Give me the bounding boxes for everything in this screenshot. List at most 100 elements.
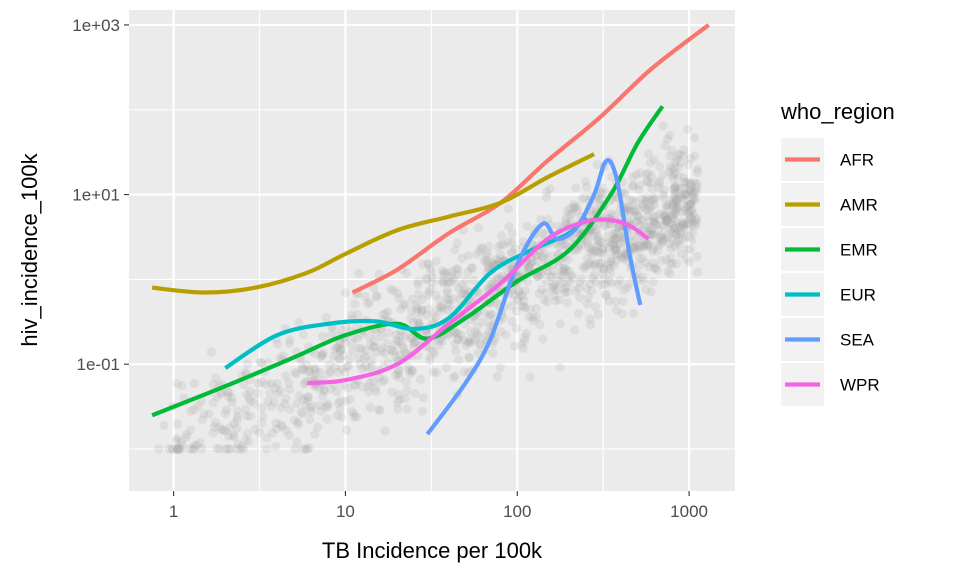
scatter-point: [374, 373, 384, 383]
scatter-point: [663, 229, 673, 239]
scatter-point: [606, 278, 617, 288]
scatter-point: [679, 184, 689, 194]
scatter-point: [408, 317, 418, 328]
scatter-point: [538, 252, 548, 262]
scatter-point: [637, 217, 647, 227]
scatter-point: [371, 292, 382, 302]
scatter-point: [665, 269, 675, 279]
scatter-point: [668, 196, 678, 206]
scatter-point: [662, 233, 672, 243]
scatter-point: [664, 239, 674, 249]
scatter-point: [667, 210, 677, 220]
scatter-point: [680, 194, 691, 204]
scatter-point: [491, 275, 501, 285]
scatter-point: [560, 288, 570, 298]
scatter-point: [347, 346, 358, 356]
scatter-point: [463, 250, 473, 261]
scatter-point: [568, 272, 578, 282]
scatter-point: [245, 411, 255, 421]
scatter-point: [654, 183, 664, 193]
scatter-point: [615, 238, 625, 249]
scatter-point: [598, 244, 608, 254]
scatter-point: [306, 407, 316, 417]
scatter-point: [622, 283, 632, 293]
scatter-point: [412, 303, 422, 313]
scatter-point: [338, 350, 348, 360]
scatter-point: [383, 307, 393, 317]
scatter-point: [223, 444, 233, 454]
scatter-point: [597, 269, 607, 279]
scatter-point: [448, 373, 459, 383]
scatter-point: [172, 433, 183, 443]
scatter-point: [597, 280, 607, 290]
scatter-point: [444, 295, 454, 305]
scatter-point: [596, 248, 606, 258]
scatter-point: [391, 352, 401, 362]
scatter-point: [350, 380, 360, 391]
scatter-point: [561, 214, 571, 224]
scatter-point: [376, 346, 387, 356]
scatter-point: [257, 358, 267, 368]
scatter-point: [624, 195, 635, 205]
scatter-point: [425, 352, 435, 362]
scatter-point: [291, 369, 301, 379]
scatter-point: [457, 253, 467, 263]
scatter-point: [314, 383, 325, 394]
scatter-point: [301, 400, 311, 411]
scatter-point: [585, 319, 596, 330]
scatter-point: [671, 229, 681, 239]
scatter-point: [644, 216, 655, 226]
scatter-point: [365, 378, 375, 388]
scatter-point: [675, 157, 686, 167]
scatter-point: [653, 226, 663, 236]
scatter-point: [692, 179, 702, 189]
scatter-point: [537, 227, 547, 237]
scatter-point: [321, 313, 331, 323]
scatter-point: [691, 215, 701, 225]
scatter-point: [339, 380, 349, 390]
scatter-point: [685, 200, 695, 210]
scatter-point: [393, 369, 403, 379]
scatter-point: [383, 358, 393, 368]
scatter-point: [667, 210, 677, 220]
scatter-point: [658, 209, 668, 220]
scatter-point: [665, 151, 675, 161]
scatter-point: [363, 382, 373, 392]
scatter-point: [652, 246, 662, 256]
scatter-point: [472, 321, 482, 332]
scatter-point: [172, 378, 182, 389]
scatter-point: [634, 220, 644, 230]
scatter-point: [683, 124, 693, 134]
scatter-point: [582, 261, 592, 271]
scatter-point: [453, 334, 463, 344]
scatter-point: [395, 304, 406, 314]
scatter-point: [556, 278, 566, 288]
scatter-point: [414, 319, 424, 329]
scatter-point: [442, 285, 452, 295]
scatter-point: [493, 242, 504, 252]
scatter-point: [662, 213, 672, 224]
scatter-point: [477, 243, 488, 253]
scatter-point: [679, 189, 689, 199]
scatter-point: [439, 268, 449, 278]
scatter-point: [542, 266, 552, 276]
scatter-point: [465, 334, 475, 344]
scatter-point: [565, 204, 576, 214]
scatter-point: [347, 406, 357, 416]
scatter-point: [595, 258, 605, 269]
scatter-point: [672, 217, 682, 227]
scatter-point: [422, 275, 432, 285]
scatter-point: [269, 397, 280, 407]
scatter-point: [485, 321, 495, 331]
scatter-point: [560, 217, 571, 227]
scatter-point: [572, 202, 582, 212]
scatter-point: [528, 316, 538, 326]
scatter-point: [267, 428, 277, 438]
scatter-point: [475, 339, 485, 349]
scatter-point: [482, 258, 492, 268]
scatter-point: [400, 331, 410, 341]
scatter-point: [517, 290, 527, 301]
scatter-point: [674, 188, 684, 199]
scatter-point: [217, 425, 227, 435]
scatter-point: [583, 243, 594, 253]
